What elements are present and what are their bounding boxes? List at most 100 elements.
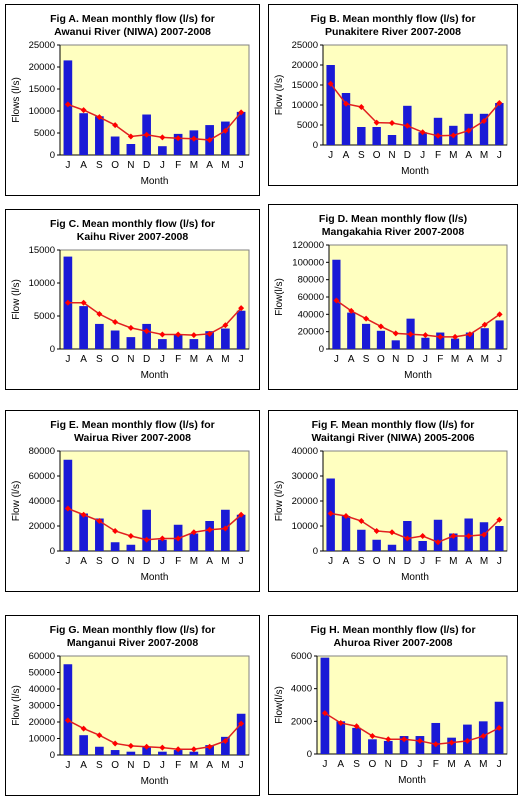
bar — [158, 339, 167, 349]
line-point — [112, 318, 119, 325]
line-point — [238, 109, 245, 116]
line-point — [112, 528, 119, 534]
y-tick-label: 120000 — [292, 240, 324, 251]
x-tick-label: M — [479, 759, 487, 770]
bar — [95, 746, 104, 755]
line-point — [190, 529, 197, 536]
bar — [189, 751, 199, 755]
line-point — [448, 739, 455, 746]
chart-title-line2: Awanui River (NIWA) 2007-2008 — [54, 26, 211, 38]
chart-title-line2: Ahuroa River 2007-2008 — [333, 637, 453, 649]
y-axis-label: Flows (l/s) — [11, 77, 22, 123]
line-point — [481, 321, 488, 328]
x-tick-label: A — [343, 150, 350, 161]
y-tick-label: 20000 — [292, 60, 318, 71]
y-axis-label: Flow(l/s) — [274, 278, 285, 316]
x-tick-label: F — [175, 354, 181, 365]
x-tick-label: D — [400, 759, 407, 770]
line-point — [480, 733, 487, 740]
line-point — [238, 305, 245, 312]
line-point — [432, 741, 439, 748]
chart-title-line2: Wairua River 2007-2008 — [74, 432, 191, 444]
x-tick-label: J — [420, 556, 425, 567]
x-tick-label: D — [404, 150, 411, 161]
bar — [205, 331, 214, 349]
x-tick-label: A — [337, 759, 344, 770]
bar — [376, 330, 385, 349]
line-point — [206, 330, 213, 337]
line-point — [377, 323, 384, 330]
x-tick-label: F — [435, 556, 441, 567]
line-point — [358, 518, 365, 524]
y-tick-label: 10000 — [292, 100, 318, 111]
bar — [368, 739, 377, 754]
x-tick-label: M — [451, 354, 459, 365]
x-tick-label: J — [497, 759, 502, 770]
x-tick-label: M — [221, 760, 229, 771]
line-point — [385, 736, 392, 743]
line-point — [327, 80, 334, 87]
line-point — [64, 505, 71, 512]
x-axis-label: Month — [401, 166, 429, 177]
x-tick-label: M — [480, 556, 488, 567]
line-point — [143, 328, 150, 335]
y-tick-label: 0 — [313, 546, 318, 557]
line-point — [392, 330, 399, 337]
line-point — [190, 332, 197, 339]
x-tick-label: J — [423, 354, 428, 365]
bar — [431, 722, 441, 754]
line-point — [450, 132, 457, 139]
plot-area — [316, 655, 508, 755]
y-tick-label: 0 — [50, 546, 55, 557]
chart-panel-a: 0 5000 10000 15000 20000 25000 J A S O N D J F M A M J Mon… — [5, 4, 260, 196]
y-tick-label: 5000 — [297, 120, 318, 131]
bar — [110, 542, 120, 551]
line-point — [80, 107, 87, 114]
x-tick-label: M — [190, 760, 198, 771]
line-point — [401, 736, 408, 743]
bar — [421, 337, 430, 349]
chart-title: Fig E. Mean monthly flow (l/s) for Wairu… — [6, 419, 259, 445]
line-point — [419, 533, 426, 539]
line-point — [127, 324, 134, 331]
x-tick-label: O — [373, 150, 381, 161]
line-point — [238, 720, 245, 727]
trend-line — [335, 299, 501, 338]
bar — [433, 117, 443, 145]
line-point — [175, 135, 182, 142]
line-point — [465, 127, 472, 134]
bar — [347, 312, 356, 349]
bar — [387, 135, 397, 145]
y-tick-label: 15000 — [292, 80, 318, 91]
x-tick-label: A — [206, 760, 213, 771]
bar — [158, 751, 167, 755]
y-axis-label: Flow(l/s) — [274, 686, 285, 724]
chart-panel-h: 0 2000 4000 6000 J A S O N D J F M A M J Month Flow(l/s) … — [268, 615, 518, 795]
plot-area — [59, 44, 250, 156]
y-tick-label: 40000 — [292, 446, 318, 457]
bar — [158, 146, 167, 155]
line-point — [481, 118, 487, 124]
line-point — [389, 529, 395, 536]
line-point — [222, 322, 229, 329]
line-point — [112, 740, 119, 747]
line-point — [222, 737, 229, 744]
bar — [332, 259, 341, 349]
y-tick-label: 20000 — [298, 327, 324, 338]
bar — [383, 740, 393, 754]
y-tick-label: 0 — [50, 750, 55, 761]
bar — [126, 544, 136, 551]
chart-title: Fig F. Mean monthly flow (l/s) for Waita… — [269, 419, 517, 445]
x-tick-label: S — [353, 759, 360, 770]
bar — [63, 664, 73, 755]
bar — [79, 513, 88, 551]
bar — [173, 133, 183, 155]
line-point — [159, 744, 166, 751]
line-point — [450, 533, 457, 539]
x-tick-label: A — [343, 556, 350, 567]
bar — [352, 727, 361, 754]
bar — [205, 745, 214, 755]
chart-panel-b: 0 5000 10000 15000 20000 25000 J A S O N D J F M A M J Mon… — [268, 4, 518, 186]
